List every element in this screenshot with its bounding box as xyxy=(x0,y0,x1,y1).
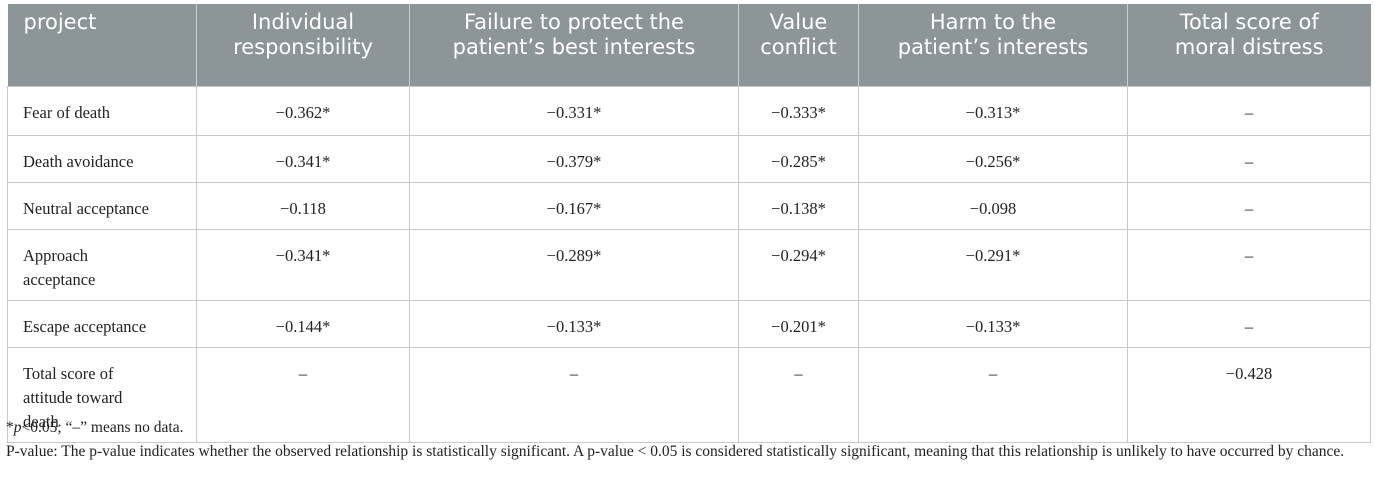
cell-line: Escape acceptance xyxy=(23,317,147,336)
value-cell: −0.201* xyxy=(738,300,859,348)
table-row: Fear of death −0.362* −0.331* −0.333* −0.313… xyxy=(7,86,1371,136)
value-cell: −0.133* xyxy=(858,300,1128,348)
value-cell: −0.341* xyxy=(196,229,410,301)
value-cell: – xyxy=(1127,135,1371,183)
row-label: Death avoidance xyxy=(7,135,197,183)
value-cell: −0.289* xyxy=(409,229,739,301)
header-cell: project xyxy=(7,4,197,87)
cell-line: death xyxy=(23,412,59,431)
cell-line: Failure to protect the xyxy=(464,10,684,34)
cell-line: patient’s best interests xyxy=(452,35,696,59)
cell-line: responsibility xyxy=(233,35,373,59)
cell-line: project xyxy=(23,10,97,34)
value-cell: −0.331* xyxy=(409,86,739,136)
header-cell: Harm to the patient’s interests xyxy=(858,4,1128,87)
value-cell: – xyxy=(196,347,410,443)
cell-line: Approach xyxy=(23,246,89,265)
value-cell: −0.313* xyxy=(858,86,1128,136)
cell-line: patient’s interests xyxy=(897,35,1089,59)
table-body: Fear of death −0.362* −0.331* −0.333* −0.313… xyxy=(7,86,1371,443)
header-cell: Total score of moral distress xyxy=(1127,4,1371,87)
value-cell: −0.333* xyxy=(738,86,859,136)
footnote-text: p xyxy=(13,419,22,436)
table-row: Approach acceptance −0.341* −0.289* −0.294* −… xyxy=(7,229,1371,301)
value-cell: – xyxy=(858,347,1128,443)
table-row: Total score of attitude toward death – – – – −0… xyxy=(7,347,1371,443)
value-cell: −0.285* xyxy=(738,135,859,183)
value-cell: −0.167* xyxy=(409,182,739,230)
row-label: Approach acceptance xyxy=(7,229,197,301)
footnote-text: * xyxy=(6,419,14,436)
value-cell: −0.294* xyxy=(738,229,859,301)
table-row: Escape acceptance −0.144* −0.133* −0.201* −0… xyxy=(7,300,1371,348)
cell-line: attitude toward xyxy=(23,388,123,407)
value-cell: – xyxy=(1127,182,1371,230)
footnote-explanation: P-value: The p-value indicates whether t… xyxy=(6,443,1345,460)
value-cell: −0.098 xyxy=(858,182,1128,230)
value-cell: −0.379* xyxy=(409,135,739,183)
cell-line: Death avoidance xyxy=(23,152,134,171)
row-label: Fear of death xyxy=(7,86,197,136)
cell-line: Individual xyxy=(251,10,355,34)
cell-line: Harm to the xyxy=(929,10,1057,34)
cell-line: conflict xyxy=(760,35,837,59)
value-cell: −0.362* xyxy=(196,86,410,136)
value-cell: – xyxy=(738,347,859,443)
footnote-text: <0.05; “–” means no data. xyxy=(21,419,184,436)
table-row: Death avoidance −0.341* −0.379* −0.285* −0.2… xyxy=(7,135,1371,183)
cell-line: Fear of death xyxy=(23,103,111,122)
value-cell: −0.118 xyxy=(196,182,410,230)
cell-line: moral distress xyxy=(1174,35,1324,59)
cell-line: Total score of xyxy=(1179,10,1319,34)
header-cell: Value conflict xyxy=(738,4,859,87)
row-label: Neutral acceptance xyxy=(7,182,197,230)
header-row: project Individual responsibility Failure t… xyxy=(7,4,1371,87)
value-cell: – xyxy=(409,347,739,443)
value-cell: – xyxy=(1127,229,1371,301)
value-cell: −0.138* xyxy=(738,182,859,230)
value-cell: −0.133* xyxy=(409,300,739,348)
row-label: Escape acceptance xyxy=(7,300,197,348)
cell-line: Total score of xyxy=(23,364,114,383)
footnote-significance: *p<0.05; “–” means no data. xyxy=(6,416,1368,439)
cell-line: acceptance xyxy=(23,270,96,289)
value-cell: −0.428 xyxy=(1127,347,1371,443)
table-row: Neutral acceptance −0.118 −0.167* −0.138* −0… xyxy=(7,182,1371,230)
value-cell: −0.341* xyxy=(196,135,410,183)
cell-line: Value xyxy=(769,10,828,34)
header-cell: Failure to protect the patient’s best int… xyxy=(409,4,739,87)
cell-line: Neutral acceptance xyxy=(23,199,149,218)
header-cell: Individual responsibility xyxy=(196,4,410,87)
value-cell: −0.144* xyxy=(196,300,410,348)
value-cell: – xyxy=(1127,86,1371,136)
value-cell: – xyxy=(1127,300,1371,348)
value-cell: −0.291* xyxy=(858,229,1128,301)
correlation-table: project Individual responsibility Failure t… xyxy=(7,4,1371,443)
row-label: Total score of attitude toward death xyxy=(7,347,197,443)
value-cell: −0.256* xyxy=(858,135,1128,183)
